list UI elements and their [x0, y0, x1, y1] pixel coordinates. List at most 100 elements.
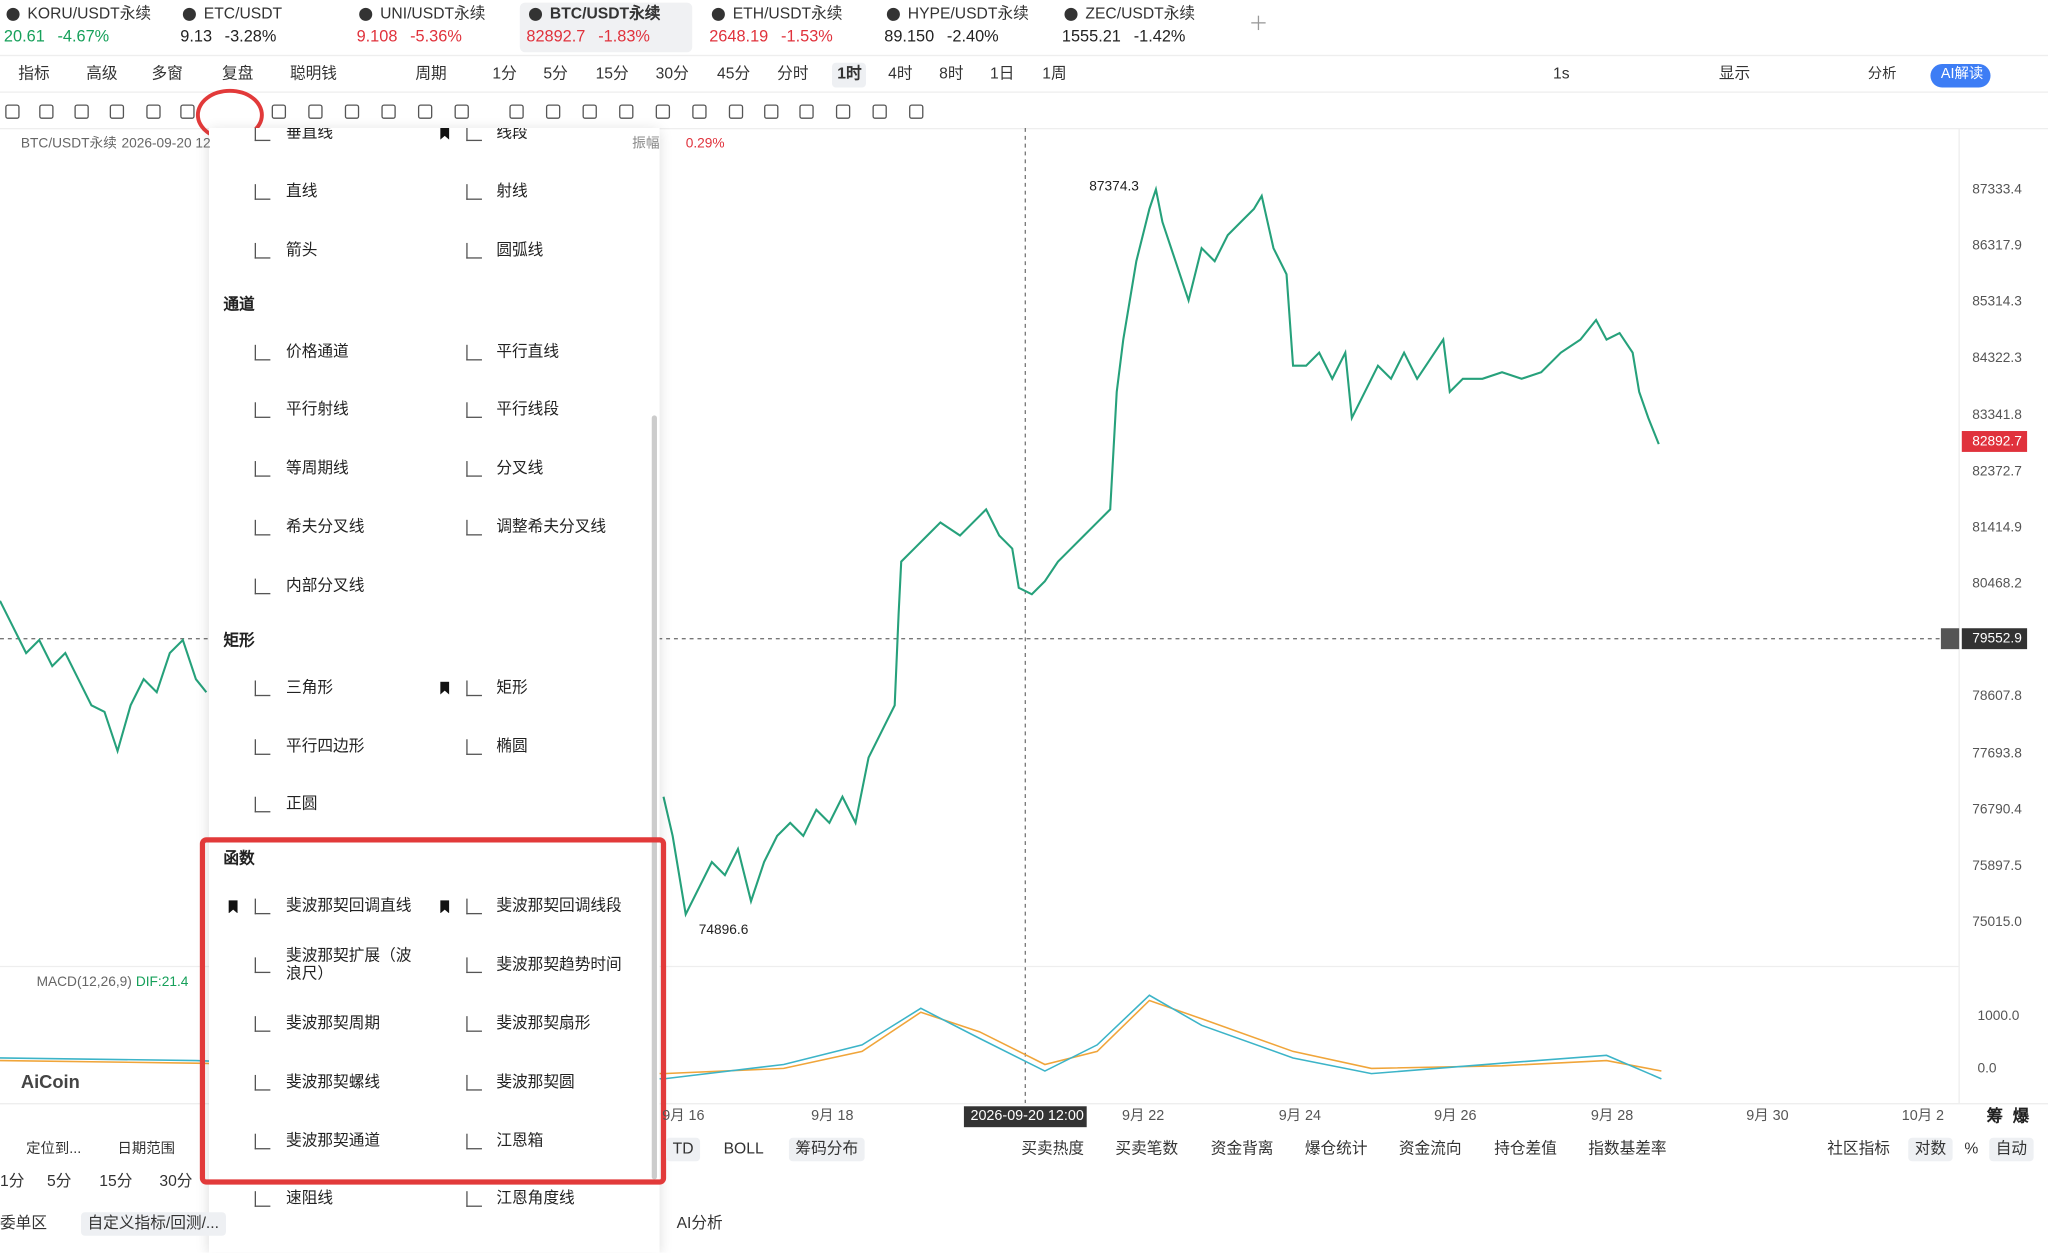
tab-symbol[interactable]: ETC/USDT — [203, 4, 283, 23]
locate[interactable]: 定位到... — [26, 1141, 82, 1157]
item-icon — [466, 461, 482, 477]
menu-item[interactable]: 平行四边形 — [286, 736, 365, 755]
period[interactable]: 1周 — [1042, 64, 1067, 83]
menu-item[interactable]: 箭头 — [286, 239, 318, 259]
item-icon — [254, 242, 271, 259]
date-tick: 9月 26 — [1434, 1108, 1477, 1125]
menu-item[interactable]: 希夫分叉线 — [286, 517, 365, 536]
display[interactable]: 显示 — [1718, 64, 1751, 83]
indicator-tab[interactable]: 买卖热度 — [1021, 1139, 1085, 1158]
menu-item[interactable]: 斐波那契趋势时间 — [496, 955, 622, 974]
date-range[interactable]: 日期范围 — [117, 1141, 176, 1157]
menu-item[interactable]: 分叉线 — [496, 458, 544, 478]
indicator-tab[interactable]: TD — [666, 1137, 701, 1162]
period[interactable]: 分时 — [777, 64, 809, 83]
menu-item[interactable]: 矩形 — [496, 677, 528, 697]
indicator-tab[interactable]: 指数基差率 — [1588, 1139, 1667, 1158]
active-period — [831, 62, 866, 88]
bottom-period[interactable]: 15分 — [99, 1171, 133, 1191]
function-highlight — [199, 837, 667, 1185]
tool[interactable]: 复盘 — [222, 64, 254, 83]
option[interactable]: 社区指标 — [1827, 1139, 1890, 1158]
menu-item[interactable]: 斐波那契扩展（波浪尺） — [286, 946, 412, 983]
menu-item[interactable]: 等周期线 — [286, 458, 349, 478]
menu-item[interactable]: 内部分叉线 — [286, 575, 365, 595]
menu-item[interactable]: 调整希夫分叉线 — [496, 517, 607, 536]
menu-item[interactable]: 斐波那契螺线 — [286, 1072, 381, 1091]
item-icon — [254, 519, 271, 536]
tool[interactable]: 指标 — [18, 64, 50, 83]
period[interactable]: 45分 — [717, 64, 751, 83]
period[interactable]: 30分 — [655, 64, 689, 83]
menu-item[interactable]: 斐波那契通道 — [286, 1130, 381, 1149]
menu-item[interactable]: 直线 — [286, 181, 318, 200]
menu-item[interactable]: 斐波那契回调直线 — [286, 896, 412, 915]
menu-item[interactable]: 平行直线 — [496, 341, 560, 361]
period[interactable]: 1时 — [837, 64, 862, 83]
interval[interactable]: 1s — [1552, 64, 1570, 83]
menu-item[interactable]: 斐波那契回调线段 — [496, 896, 622, 915]
menu-item[interactable]: 斐波那契周期 — [286, 1013, 381, 1032]
tab-symbol[interactable]: UNI/USDT永续 — [380, 4, 486, 23]
option[interactable]: 对数 — [1908, 1137, 1953, 1162]
indicator-tab[interactable]: 买卖笔数 — [1115, 1139, 1179, 1158]
panel-tab[interactable]: 委单区 — [0, 1213, 48, 1232]
period[interactable]: 4时 — [888, 64, 913, 83]
indicator-tab[interactable]: BOLL — [723, 1139, 764, 1158]
menu-item[interactable]: 江恩角度线 — [496, 1189, 575, 1208]
tab-symbol[interactable]: ZEC/USDT永续 — [1085, 4, 1196, 23]
menu-item[interactable]: 速阻线 — [286, 1189, 334, 1208]
indicator-tab[interactable]: 持仓差值 — [1494, 1139, 1557, 1158]
tab-symbol[interactable]: HYPE/USDT永续 — [907, 4, 1029, 23]
menu-item[interactable]: 平行射线 — [286, 400, 349, 419]
item-icon — [254, 738, 271, 755]
tab-symbol[interactable]: BTC/USDT永续 — [549, 4, 661, 23]
tab-symbol[interactable]: ETH/USDT永续 — [732, 4, 843, 23]
tab-symbol[interactable]: KORU/USDT永续 — [27, 4, 152, 23]
bottom-period[interactable]: 1分 — [0, 1171, 25, 1191]
indicator-tab[interactable]: 筹码分布 — [788, 1137, 865, 1162]
date-tick: 10月 2 — [1901, 1108, 1945, 1125]
tool[interactable]: 聪明钱 — [289, 64, 337, 83]
menu-item[interactable]: 江恩箱 — [496, 1130, 544, 1149]
menu-item[interactable]: 斐波那契圆 — [496, 1072, 575, 1091]
tab-icon — [6, 7, 20, 21]
menu-item[interactable]: 椭圆 — [496, 736, 528, 755]
period[interactable]: 1分 — [492, 64, 517, 83]
period[interactable]: 8时 — [939, 64, 964, 83]
menu-item[interactable]: 三角形 — [286, 677, 334, 697]
menu-item[interactable]: 垂直线 — [286, 127, 334, 142]
menu-item[interactable]: 线段 — [496, 127, 528, 142]
period[interactable]: 15分 — [595, 64, 629, 83]
menu-item[interactable]: 斐波那契扇形 — [496, 1013, 591, 1032]
item-icon — [254, 402, 271, 419]
price-tick: 85314.3 — [1972, 293, 2022, 310]
analysis[interactable]: 分析 — [1867, 66, 1897, 82]
bottom-period[interactable]: 5分 — [47, 1171, 72, 1191]
menu-item[interactable]: 价格通道 — [286, 341, 349, 361]
bottom-period[interactable]: 30分 — [159, 1171, 193, 1191]
tool[interactable]: 多窗 — [151, 64, 183, 83]
menu-item[interactable]: 平行线段 — [496, 400, 560, 419]
indicator-tab[interactable]: 资金背离 — [1210, 1139, 1274, 1158]
period-label[interactable]: 周期 — [415, 64, 447, 83]
tool-icon — [271, 104, 287, 119]
ai-analysis[interactable]: AI解读 — [1940, 66, 1984, 82]
macd-label: MACD(12,26,9) — [36, 974, 132, 990]
panel-tab[interactable]: AI分析 — [676, 1213, 723, 1232]
panel-tab[interactable]: 自定义指标/回测/... — [80, 1212, 226, 1236]
indicator-tab[interactable]: 爆仓统计 — [1304, 1139, 1368, 1158]
period[interactable]: 1日 — [990, 64, 1015, 83]
menu-item[interactable]: 射线 — [496, 181, 528, 200]
indicator-tab[interactable]: 资金流向 — [1398, 1139, 1462, 1158]
option[interactable]: 自动 — [1989, 1137, 2034, 1162]
axis-tag[interactable]: 筹 — [1986, 1107, 2003, 1126]
crosshair-add[interactable] — [1940, 628, 1960, 650]
period[interactable]: 5分 — [543, 64, 568, 83]
menu-item[interactable]: 正圆 — [286, 794, 318, 814]
menu-item[interactable]: 圆弧线 — [496, 239, 544, 259]
axis-tag[interactable]: 爆 — [2012, 1107, 2030, 1126]
option[interactable]: % — [1964, 1139, 1979, 1158]
ai-button[interactable] — [1930, 63, 1991, 88]
tool[interactable]: 高级 — [86, 64, 118, 83]
